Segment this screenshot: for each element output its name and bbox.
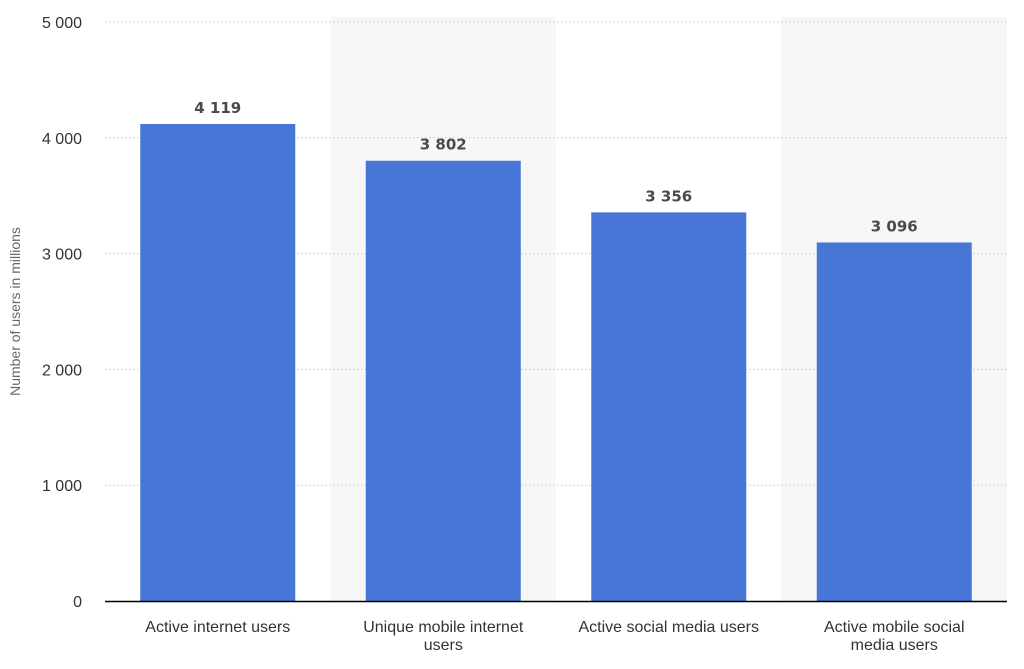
x-category-label: Active mobile social media users: [824, 619, 965, 654]
bar[interactable]: [365, 160, 521, 601]
y-tick-label: 2 000: [42, 362, 82, 379]
y-tick-label: 4 000: [42, 131, 82, 148]
y-tick-label: 3 000: [42, 247, 82, 264]
bar-value-label: 3 096: [871, 217, 918, 235]
x-category-label-line: Active mobile social: [824, 619, 965, 636]
bar[interactable]: [591, 212, 747, 602]
bar-value-label: 3 356: [645, 187, 692, 205]
bar-value-label: 4 119: [194, 99, 241, 117]
bar[interactable]: [816, 242, 972, 601]
x-category-label: Unique mobile internet users: [363, 619, 524, 654]
y-tick-label: 5 000: [42, 15, 82, 32]
y-axis-title: Number of users in millions: [7, 227, 23, 396]
x-category-label-line: Active social media users: [578, 619, 759, 636]
x-axis-labels: Active internet users Unique mobile inter…: [145, 619, 964, 654]
bar-value-label: 3 802: [420, 136, 467, 154]
x-category-label-line: media users: [851, 637, 938, 654]
bar[interactable]: [140, 124, 296, 601]
y-axis-ticks: 0 1 000 2 000 3 000 4 000 5 000: [42, 15, 82, 611]
y-tick-label: 0: [73, 594, 82, 611]
x-category-label: Active social media users: [578, 619, 759, 636]
x-category-label-line: users: [424, 637, 463, 654]
x-category-label: Active internet users: [145, 619, 290, 636]
x-category-label-line: Unique mobile internet: [363, 619, 524, 636]
x-category-label-line: Active internet users: [145, 619, 290, 636]
y-tick-label: 1 000: [42, 478, 82, 495]
value-labels: 4 119 3 802 3 356 3 096: [194, 99, 917, 235]
bars: [140, 124, 972, 602]
